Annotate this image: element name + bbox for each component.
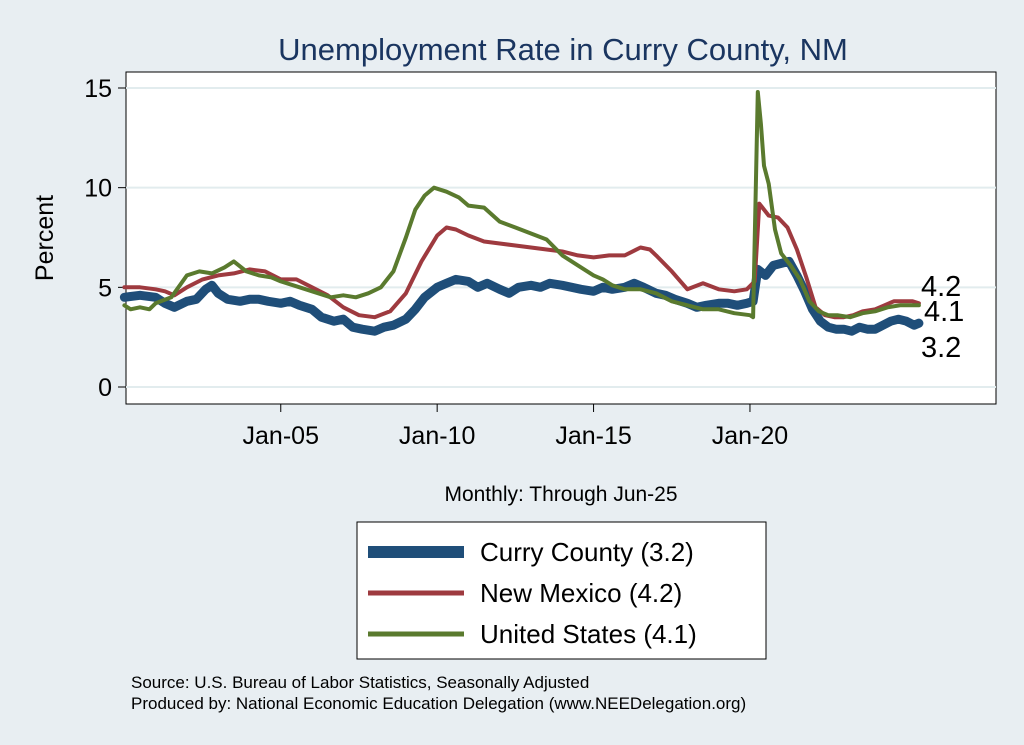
y-axis: 0 5 10 15: [84, 75, 126, 402]
end-label-united-states: 4.1: [924, 296, 964, 328]
chart-title: Unemployment Rate in Curry County, NM: [278, 32, 848, 67]
legend-label-united-states: United States (4.1): [480, 619, 697, 649]
y-axis-label: Percent: [31, 195, 59, 281]
grid-lines: [126, 87, 996, 388]
y-tick-label-5: 5: [98, 274, 112, 302]
legend-label-new-mexico: New Mexico (4.2): [480, 578, 682, 608]
series-line-united-states: [122, 90, 921, 320]
y-tick-label-0: 0: [98, 374, 112, 402]
end-label-new-mexico: 4.2: [921, 271, 961, 303]
legend-label-curry-county: Curry County (3.2): [480, 537, 694, 567]
legend: Curry County (3.2) New Mexico (4.2) Unit…: [356, 521, 767, 660]
source-note: Source: U.S. Bureau of Labor Statistics,…: [131, 673, 589, 692]
x-tick-label-Jan-15: Jan-15: [555, 422, 631, 450]
y-tick-label-10: 10: [84, 175, 112, 203]
series-line-curry-county: [119, 256, 924, 336]
x-axis-label: Monthly: Through Jun-25: [444, 483, 677, 506]
series-lines: [119, 90, 924, 336]
producer-note: Produced by: National Economic Education…: [131, 694, 746, 713]
x-tick-label-Jan-20: Jan-20: [712, 422, 788, 450]
x-tick-label-Jan-05: Jan-05: [243, 422, 319, 450]
y-tick-label-15: 15: [84, 75, 112, 103]
x-tick-label-Jan-10: Jan-10: [399, 422, 475, 450]
end-label-curry-county: 3.2: [921, 332, 961, 364]
x-axis: Jan-05 Jan-10 Jan-15 Jan-20: [243, 404, 788, 450]
plot-area: [125, 71, 997, 405]
